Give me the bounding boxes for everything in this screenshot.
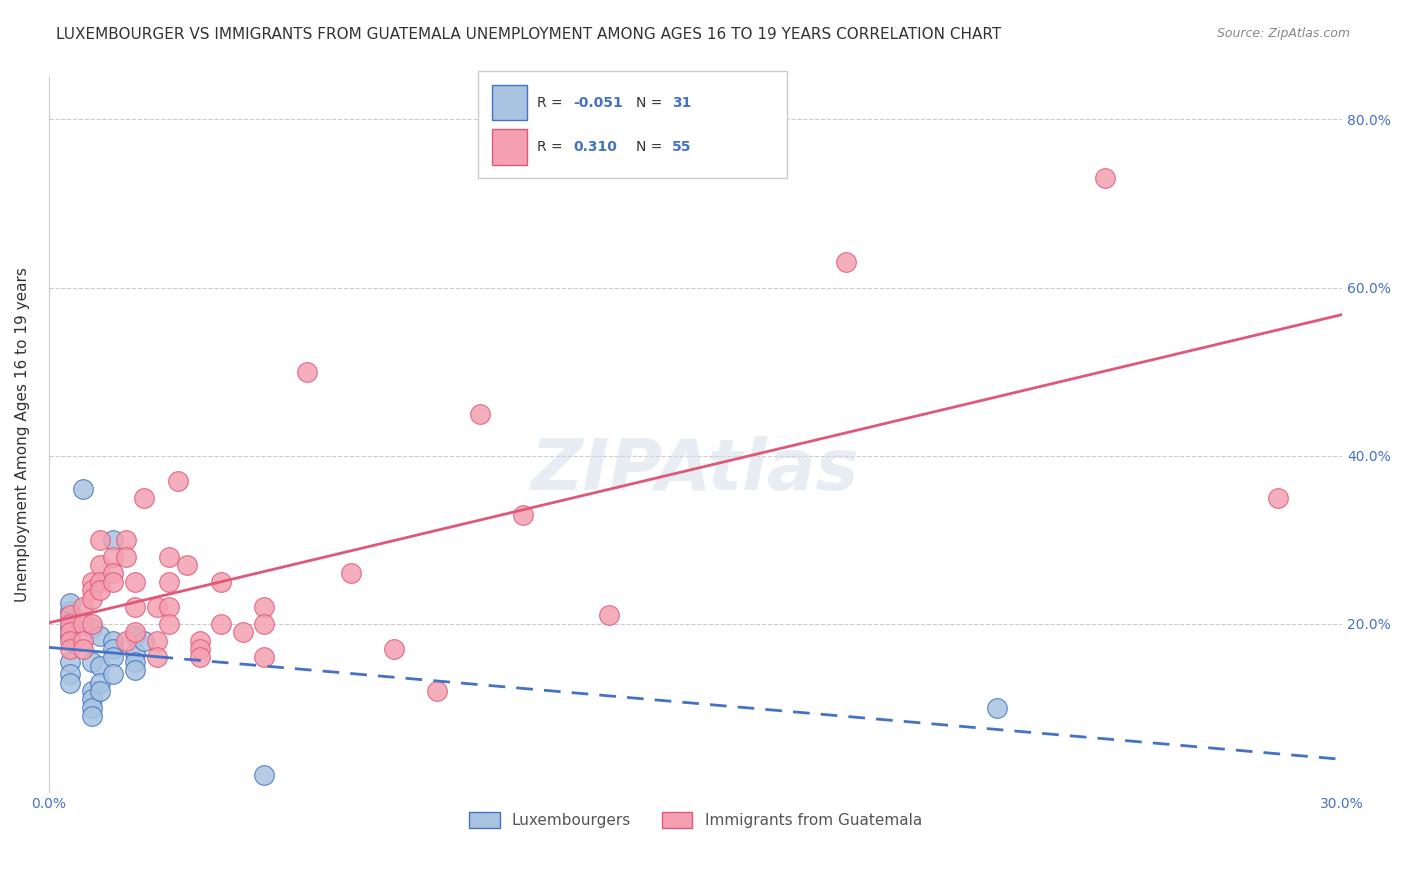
Point [1267, 491, 1289, 505]
Point [1094, 171, 1116, 186]
Point [59, 642, 82, 657]
Point [80, 583, 103, 598]
Point [835, 255, 858, 269]
Point [59, 608, 82, 623]
Text: Source: ZipAtlas.com: Source: ZipAtlas.com [1216, 27, 1350, 40]
Point [159, 574, 181, 589]
Text: 31: 31 [672, 95, 692, 110]
Point [115, 533, 138, 547]
Text: R =: R = [537, 140, 562, 154]
Point [59, 613, 82, 627]
Point [59, 604, 82, 618]
Point [124, 646, 146, 660]
Point [89, 675, 111, 690]
Point [103, 549, 125, 564]
Legend: Luxembourgers, Immigrants from Guatemala: Luxembourgers, Immigrants from Guatemala [463, 806, 928, 834]
Point [188, 642, 211, 657]
Point [59, 633, 82, 648]
Point [89, 658, 111, 673]
Point [426, 684, 449, 698]
Point [512, 508, 534, 522]
Text: 55: 55 [672, 140, 692, 154]
Point [80, 591, 103, 606]
Point [297, 365, 319, 379]
Point [72, 642, 94, 657]
Point [59, 675, 82, 690]
Point [59, 655, 82, 669]
Point [167, 474, 190, 488]
Point [598, 608, 620, 623]
Point [382, 642, 405, 657]
Point [72, 633, 94, 648]
Point [103, 533, 125, 547]
Point [59, 667, 82, 681]
Point [115, 549, 138, 564]
Point [253, 650, 276, 665]
Point [80, 692, 103, 706]
Point [80, 655, 103, 669]
Point [80, 621, 103, 635]
Point [89, 630, 111, 644]
Point [103, 667, 125, 681]
Text: ZIPAtlas: ZIPAtlas [531, 436, 859, 505]
Point [209, 616, 232, 631]
Text: 0.310: 0.310 [574, 140, 617, 154]
Point [124, 574, 146, 589]
Point [59, 616, 82, 631]
Point [209, 574, 232, 589]
Point [145, 650, 167, 665]
Text: R =: R = [537, 95, 562, 110]
Point [159, 616, 181, 631]
Point [145, 633, 167, 648]
Point [80, 574, 103, 589]
Point [124, 655, 146, 669]
Point [59, 621, 82, 635]
Point [253, 600, 276, 615]
Point [176, 558, 198, 572]
Text: N =: N = [636, 140, 662, 154]
Point [253, 616, 276, 631]
Point [89, 533, 111, 547]
Point [232, 625, 254, 640]
Text: -0.051: -0.051 [574, 95, 623, 110]
Point [80, 709, 103, 723]
Text: N =: N = [636, 95, 662, 110]
Point [59, 596, 82, 610]
Point [80, 701, 103, 715]
Point [89, 558, 111, 572]
Point [145, 600, 167, 615]
Point [89, 574, 111, 589]
Point [103, 566, 125, 581]
Point [59, 630, 82, 644]
Y-axis label: Unemployment Among Ages 16 to 19 years: Unemployment Among Ages 16 to 19 years [15, 268, 30, 602]
Point [253, 768, 276, 782]
Point [124, 630, 146, 644]
Point [188, 650, 211, 665]
Point [89, 684, 111, 698]
Point [132, 491, 155, 505]
Point [124, 600, 146, 615]
Point [115, 633, 138, 648]
Point [188, 633, 211, 648]
Point [159, 600, 181, 615]
Point [339, 566, 361, 581]
Point [89, 583, 111, 598]
Point [986, 701, 1008, 715]
Point [103, 633, 125, 648]
Point [72, 483, 94, 497]
Point [103, 642, 125, 657]
Point [59, 625, 82, 640]
Point [124, 663, 146, 677]
Point [159, 549, 181, 564]
Point [103, 574, 125, 589]
Point [80, 684, 103, 698]
Point [132, 633, 155, 648]
Text: LUXEMBOURGER VS IMMIGRANTS FROM GUATEMALA UNEMPLOYMENT AMONG AGES 16 TO 19 YEARS: LUXEMBOURGER VS IMMIGRANTS FROM GUATEMAL… [56, 27, 1001, 42]
Point [72, 600, 94, 615]
Point [124, 625, 146, 640]
Point [103, 650, 125, 665]
Point [72, 616, 94, 631]
Point [468, 407, 491, 421]
Point [80, 616, 103, 631]
